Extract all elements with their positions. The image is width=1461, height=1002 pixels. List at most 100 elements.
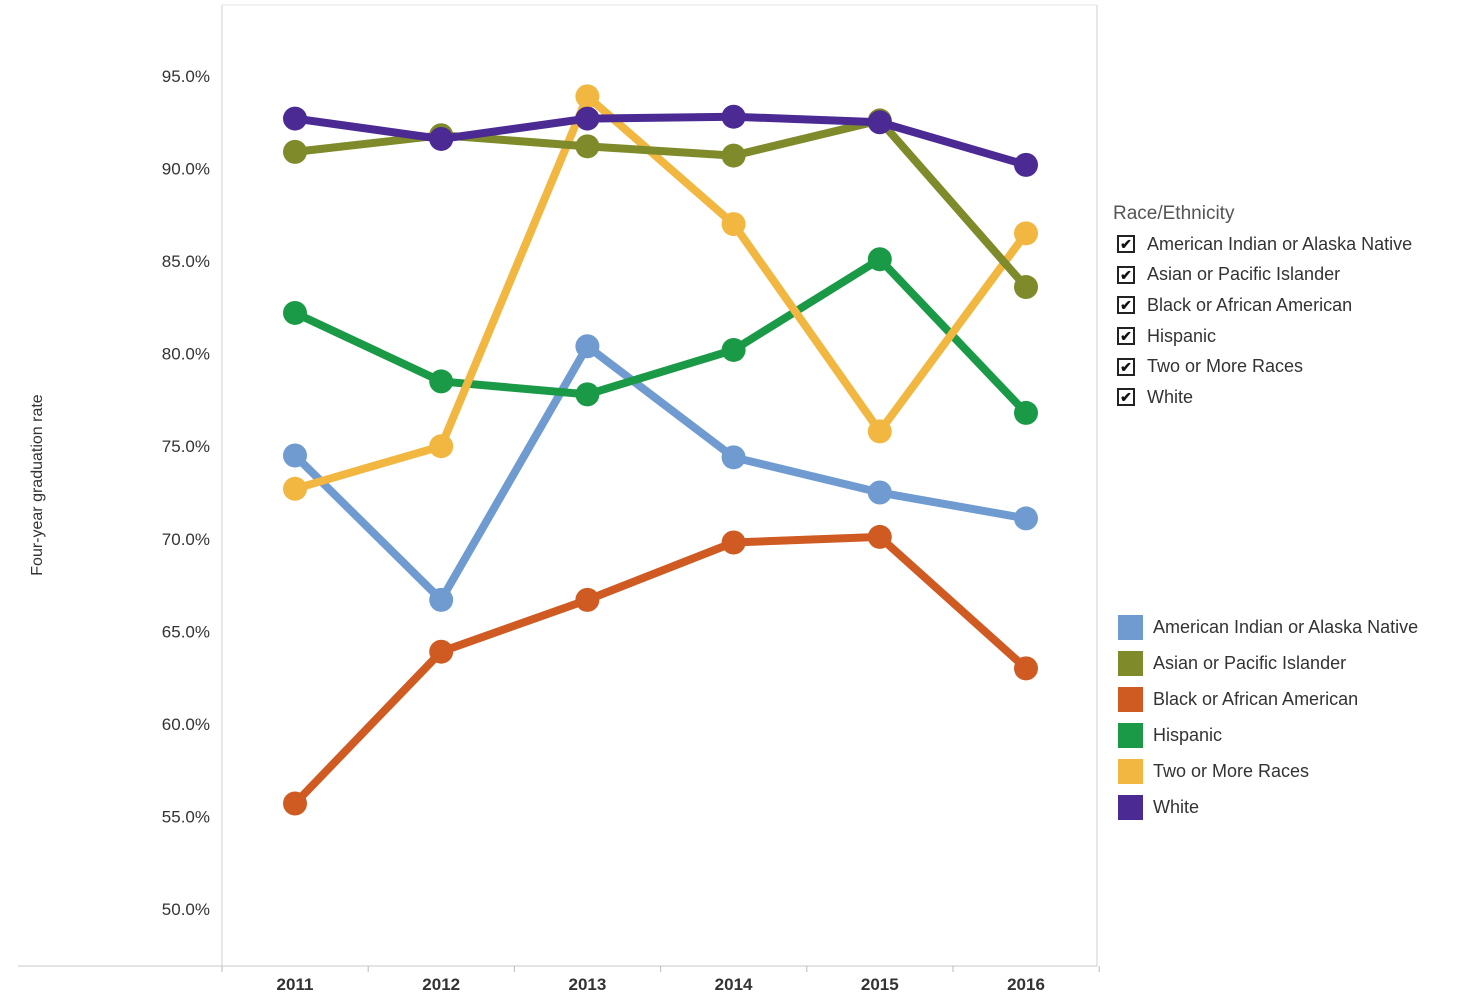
checkbox-checked-icon[interactable]: ✔ bbox=[1117, 357, 1135, 376]
series-line bbox=[291, 342, 1030, 604]
filter-item-label: American Indian or Alaska Native bbox=[1147, 233, 1413, 254]
legend-label: Asian or Pacific Islander bbox=[1153, 652, 1347, 673]
x-tick-label: 2016 bbox=[1007, 975, 1045, 994]
filter-item[interactable]: ✔ Hispanic bbox=[1113, 321, 1458, 352]
checkbox-checked-icon[interactable]: ✔ bbox=[1117, 327, 1135, 346]
series-hispanic bbox=[283, 247, 1038, 425]
filter-list: ✔ American Indian or Alaska Native ✔ Asian … bbox=[1113, 229, 1458, 413]
data-point[interactable] bbox=[721, 445, 746, 470]
legend-item: Hispanic bbox=[1118, 717, 1458, 753]
y-tick-label: 95.0% bbox=[162, 67, 210, 86]
legend-swatch bbox=[1118, 758, 1143, 784]
data-point[interactable] bbox=[1014, 400, 1038, 425]
series-line bbox=[291, 92, 1030, 493]
y-tick-label: 65.0% bbox=[162, 622, 210, 641]
checkbox-checked-icon[interactable]: ✔ bbox=[1117, 235, 1135, 254]
checkbox-checked-icon[interactable]: ✔ bbox=[1117, 265, 1135, 284]
filter-item[interactable]: ✔ American Indian or Alaska Native bbox=[1113, 229, 1458, 260]
x-tick-label: 2014 bbox=[715, 975, 753, 994]
data-point[interactable] bbox=[575, 382, 600, 407]
filter-item-label: Black or African American bbox=[1147, 294, 1353, 315]
legend-label: American Indian or Alaska Native bbox=[1153, 616, 1419, 637]
data-point[interactable] bbox=[283, 791, 307, 816]
x-axis: 2011 2012 2013 2014 2015 2016 bbox=[221, 966, 1100, 994]
data-point[interactable] bbox=[721, 337, 746, 362]
series-american-indian-or-alaska-native bbox=[283, 334, 1038, 612]
y-tick-label: 50.0% bbox=[162, 900, 210, 919]
series-line bbox=[291, 532, 1030, 808]
x-tick-label: 2012 bbox=[422, 975, 460, 994]
series-line bbox=[291, 112, 1030, 169]
filter-item-label: Hispanic bbox=[1147, 325, 1217, 346]
legend-item: White bbox=[1118, 789, 1458, 825]
filter-item[interactable]: ✔ Black or African American bbox=[1113, 290, 1458, 321]
data-point[interactable] bbox=[867, 524, 892, 549]
plot-frame bbox=[18, 4, 1098, 967]
data-point[interactable] bbox=[429, 369, 454, 394]
data-point[interactable] bbox=[721, 104, 746, 129]
filter-item[interactable]: ✔ White bbox=[1113, 382, 1458, 413]
y-axis-title: Four-year graduation rate bbox=[29, 394, 46, 576]
data-point[interactable] bbox=[575, 587, 600, 612]
data-point[interactable] bbox=[575, 334, 600, 359]
data-point[interactable] bbox=[429, 639, 454, 664]
legend-swatch bbox=[1118, 794, 1143, 820]
checkbox-checked-icon[interactable]: ✔ bbox=[1117, 388, 1135, 407]
data-point[interactable] bbox=[867, 480, 892, 505]
y-tick-label: 90.0% bbox=[162, 160, 210, 179]
data-point[interactable] bbox=[429, 434, 454, 459]
filter-item[interactable]: ✔ Two or More Races bbox=[1113, 351, 1458, 382]
legend-item: Two or More Races bbox=[1118, 753, 1458, 789]
series-layer bbox=[283, 84, 1038, 816]
data-point[interactable] bbox=[867, 419, 892, 444]
legend-item: Asian or Pacific Islander bbox=[1118, 645, 1458, 681]
series-line bbox=[291, 116, 1030, 292]
data-point[interactable] bbox=[283, 139, 307, 164]
y-tick-label: 70.0% bbox=[162, 530, 210, 549]
legend-item: Black or African American bbox=[1118, 681, 1458, 717]
y-axis: 50.0% 55.0% 60.0% 65.0% 70.0% 75.0% 80.0% 85.0%… bbox=[162, 67, 210, 919]
legend-swatch bbox=[1118, 686, 1143, 712]
filter-item-label: White bbox=[1147, 386, 1194, 407]
data-point[interactable] bbox=[1014, 275, 1038, 300]
legend-label: White bbox=[1153, 796, 1200, 817]
data-point[interactable] bbox=[721, 143, 746, 168]
data-point[interactable] bbox=[867, 110, 892, 135]
race-ethnicity-filter: Race/Ethnicity ✔ American Indian or Alask… bbox=[1113, 203, 1458, 413]
data-point[interactable] bbox=[575, 106, 600, 131]
data-point[interactable] bbox=[283, 443, 307, 468]
legend-swatch bbox=[1118, 722, 1143, 748]
y-tick-label: 85.0% bbox=[162, 252, 210, 271]
filter-title: Race/Ethnicity bbox=[1113, 203, 1235, 224]
filter-item[interactable]: ✔ Asian or Pacific Islander bbox=[1113, 260, 1458, 291]
data-point[interactable] bbox=[429, 126, 454, 151]
data-point[interactable] bbox=[429, 587, 454, 612]
data-point[interactable] bbox=[1014, 152, 1038, 177]
y-tick-label: 80.0% bbox=[162, 345, 210, 364]
series-black-or-african-american bbox=[283, 524, 1038, 816]
color-legend: American Indian or Alaska Native Asian or… bbox=[1118, 609, 1458, 825]
data-point[interactable] bbox=[575, 134, 600, 159]
series-white bbox=[283, 104, 1038, 177]
data-point[interactable] bbox=[1014, 656, 1038, 681]
data-point[interactable] bbox=[575, 84, 600, 109]
legend-label: Two or More Races bbox=[1153, 760, 1310, 781]
data-point[interactable] bbox=[283, 106, 307, 131]
data-point[interactable] bbox=[1014, 506, 1038, 531]
legend-label: Black or African American bbox=[1153, 688, 1359, 709]
checkbox-checked-icon[interactable]: ✔ bbox=[1117, 296, 1135, 315]
data-point[interactable] bbox=[867, 247, 892, 272]
data-point[interactable] bbox=[1014, 221, 1038, 246]
data-point[interactable] bbox=[721, 530, 746, 555]
legend-item: American Indian or Alaska Native bbox=[1118, 609, 1458, 645]
x-tick-label: 2011 bbox=[277, 975, 314, 994]
legend-swatch bbox=[1118, 650, 1143, 676]
data-point[interactable] bbox=[283, 476, 307, 501]
series-two-or-more-races bbox=[283, 84, 1038, 501]
y-tick-label: 55.0% bbox=[162, 807, 210, 826]
data-point[interactable] bbox=[721, 212, 746, 237]
filter-item-label: Asian or Pacific Islander bbox=[1147, 264, 1341, 285]
data-point[interactable] bbox=[283, 300, 307, 325]
y-tick-label: 75.0% bbox=[162, 437, 210, 456]
